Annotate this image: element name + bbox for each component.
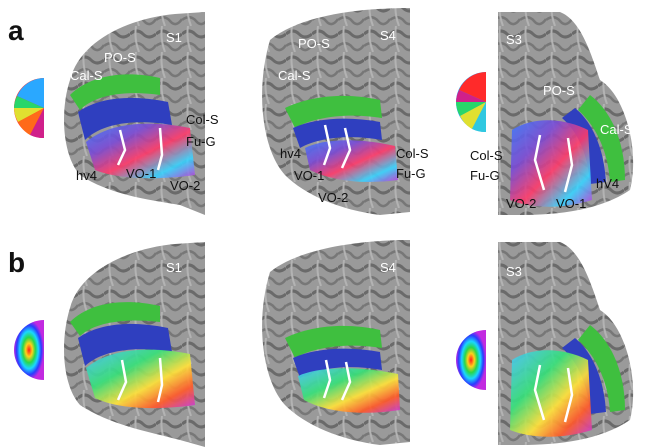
subject-label-b-s3: S3: [506, 264, 522, 279]
brain-a-s4: S4 PO-S Cal-S hv4 Col-S Fu-G VO-1 VO-2: [262, 8, 429, 215]
brain-a-s3: S3 PO-S Cal-S Col-S Fu-G hV4 VO-2 VO-1: [470, 12, 634, 215]
label-cal-s-a-s1: Cal-S: [70, 68, 103, 83]
v1-band-a-s3: [578, 95, 625, 182]
fmri-map-a-s3: [510, 120, 592, 207]
label-cal-s-a-s4: Cal-S: [278, 68, 311, 83]
fmri-map-a-s1: [86, 123, 195, 179]
label-vo1-a-s3: VO-1: [556, 196, 586, 211]
label-vo2-a-s4: VO-2: [318, 190, 348, 205]
fmri-map-b-s1: [86, 349, 195, 409]
label-fu-g-a-s3: Fu-G: [470, 168, 500, 183]
v1-band-a-s1: [70, 74, 160, 110]
panel-letter-a: a: [8, 15, 24, 46]
subject-label-a-s1: S1: [166, 30, 182, 45]
label-vo2-a-s1: VO-2: [170, 178, 200, 193]
label-vo1-a-s4: VO-1: [294, 168, 324, 183]
v2-band-b-s1: [78, 323, 172, 366]
brain-a-s1: S1 PO-S Cal-S Col-S Fu-G hv4 VO-1 VO-2: [64, 12, 219, 215]
label-col-s-a-s3: Col-S: [470, 148, 503, 163]
v1-band-a-s4: [285, 95, 382, 128]
brain-b-s4: S4: [262, 240, 410, 445]
label-fu-g-a-s4: Fu-G: [396, 166, 426, 181]
eccentricity-legend-right-icon: [456, 330, 486, 390]
subject-label-a-s3: S3: [506, 32, 522, 47]
label-hv4-a-s3: hV4: [596, 176, 619, 191]
panel-letter-b: b: [8, 247, 25, 278]
eccentricity-legend-icon: [14, 320, 44, 380]
v2-band-a-s1: [78, 97, 172, 140]
label-vo1-a-s1: VO-1: [126, 166, 156, 181]
label-vo2-a-s3: VO-2: [506, 196, 536, 211]
label-col-s-a-s1: Col-S: [186, 112, 219, 127]
label-hv4-a-s4: hv4: [280, 146, 301, 161]
label-col-s-a-s4: Col-S: [396, 146, 429, 161]
label-po-s-a-s4: PO-S: [298, 36, 330, 51]
polar-angle-legend-right-icon: [456, 72, 486, 133]
v1-band-b-s4: [285, 325, 382, 358]
v2-band-b-s4: [293, 348, 382, 378]
brain-b-s3: S3: [498, 242, 634, 445]
v1-band-b-s3: [578, 325, 625, 412]
label-hv4-a-s1: hv4: [76, 168, 97, 183]
subject-label-b-s1: S1: [166, 260, 182, 275]
fmri-map-b-s4: [298, 368, 400, 413]
label-po-s-a-s3: PO-S: [543, 83, 575, 98]
subject-label-a-s4: S4: [380, 28, 396, 43]
v2-band-a-s4: [293, 118, 382, 148]
fmri-map-b-s3: [510, 350, 592, 437]
polar-angle-legend-icon: [14, 78, 44, 139]
label-cal-s-a-s3: Cal-S: [600, 122, 633, 137]
brain-b-s1: S1: [64, 242, 205, 447]
v1-band-b-s1: [70, 302, 160, 336]
label-po-s-a-s1: PO-S: [104, 50, 136, 65]
label-fu-g-a-s1: Fu-G: [186, 134, 216, 149]
subject-label-b-s4: S4: [380, 260, 396, 275]
